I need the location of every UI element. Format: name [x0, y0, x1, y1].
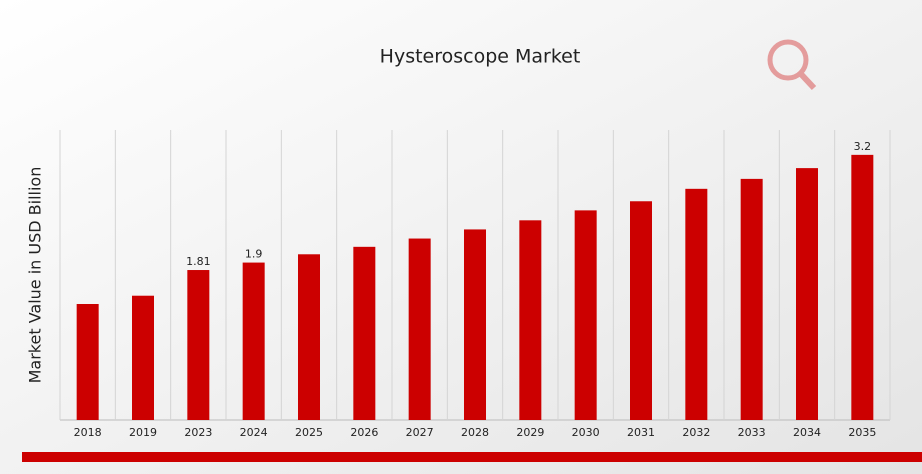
- data-label: 1.81: [186, 255, 211, 268]
- bar: [242, 262, 265, 420]
- y-axis-label: Market Value in USD Billion: [26, 167, 45, 384]
- x-tick-label: 2026: [350, 426, 378, 439]
- x-tick-label: 2029: [516, 426, 544, 439]
- bar: [851, 154, 874, 420]
- x-tick-label: 2032: [682, 426, 710, 439]
- bar: [132, 295, 154, 420]
- x-tick-label: 2031: [627, 426, 655, 439]
- bar: [685, 188, 708, 420]
- x-tick-label: 2025: [295, 426, 323, 439]
- bar: [574, 210, 597, 420]
- footer-band: [22, 452, 922, 462]
- x-tick-label: 2034: [793, 426, 821, 439]
- data-label: 3.2: [854, 140, 872, 153]
- bar: [796, 168, 818, 420]
- bar: [408, 238, 431, 420]
- x-tick-label: 2018: [74, 426, 102, 439]
- bar: [76, 304, 99, 420]
- logo: [767, 39, 817, 91]
- bar: [187, 270, 210, 420]
- bar: [353, 246, 376, 420]
- bar: [519, 220, 542, 420]
- x-tick-label: 2023: [184, 426, 212, 439]
- data-label: 1.9: [245, 248, 263, 261]
- x-tick-label: 2019: [129, 426, 157, 439]
- x-tick-label: 2027: [406, 426, 434, 439]
- x-tick-label: 2028: [461, 426, 489, 439]
- x-tick-label: 2035: [848, 426, 876, 439]
- x-tick-label: 2030: [572, 426, 600, 439]
- chart-title: Hysteroscope Market: [380, 46, 581, 68]
- bar: [298, 254, 320, 420]
- bar: [740, 178, 763, 420]
- bar: [464, 229, 486, 420]
- x-tick-label: 2033: [738, 426, 766, 439]
- bar: [630, 201, 652, 420]
- x-tick-label: 2024: [240, 426, 268, 439]
